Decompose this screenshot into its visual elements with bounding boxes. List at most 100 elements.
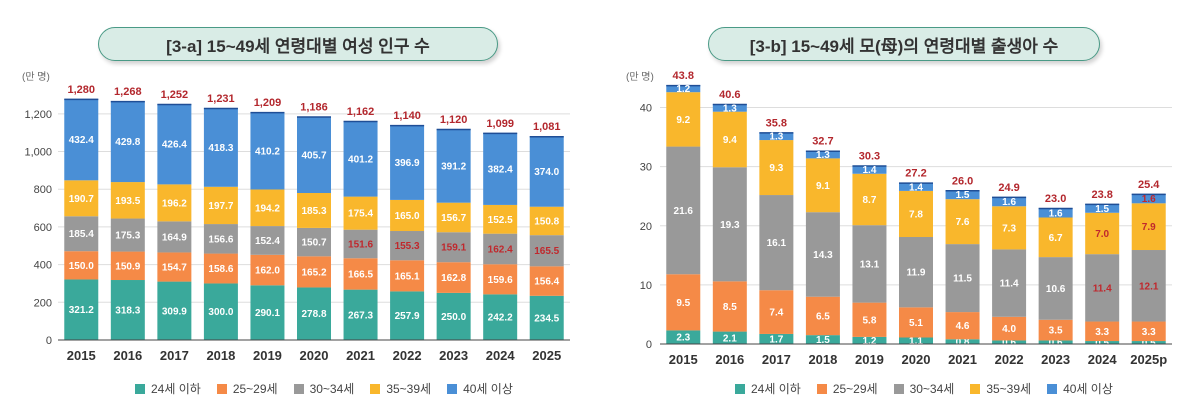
bar-segment [297, 116, 331, 193]
bar-segment [899, 190, 933, 238]
segment-value-label: 150.9 [115, 261, 140, 272]
bar-total-label: 26.0 [952, 175, 973, 187]
segment-value-label: 429.8 [115, 137, 140, 148]
bar-segment [666, 274, 701, 331]
segment-value-label: 11.4 [1000, 279, 1019, 290]
bar-segment [64, 279, 99, 340]
legend-item: 30~34세 [893, 380, 955, 397]
segment-value-label: 155.3 [395, 241, 420, 252]
bar-segment [1038, 257, 1073, 320]
bar-segment [759, 290, 794, 334]
bar-segment [203, 186, 238, 225]
bar-segment [992, 249, 1027, 317]
y-axis-unit: (만 명) [626, 71, 654, 83]
bar-total-label: 32.7 [812, 136, 833, 148]
bar-segment [759, 195, 794, 291]
chart-panel-b: [3-b] 15~49세 모(母)의 연령대별 출생아 수 0 10 20 30 40 (… [600, 0, 1200, 405]
segment-value-label: 16.1 [767, 238, 787, 249]
legend-label: 30~34세 [309, 382, 355, 396]
bar-segment [343, 258, 378, 290]
x-tick-label: 2022 [995, 352, 1024, 367]
bar-total-label: 40.6 [719, 89, 740, 101]
segment-value-label: 401.2 [348, 154, 373, 165]
segment-value-label: 374.0 [534, 167, 559, 178]
segment-value-label: 159.6 [488, 275, 513, 286]
legend-label: 35~39세 [386, 382, 432, 396]
bar-segment [712, 111, 747, 168]
segment-value-label: 9.2 [676, 115, 690, 126]
segment-value-label: 410.2 [255, 146, 280, 157]
bar-segment [297, 287, 331, 340]
segment-value-label: 151.6 [348, 239, 373, 250]
segment-value-label: 309.9 [162, 306, 187, 317]
segment-value-label: 165.0 [395, 211, 420, 222]
segment-value-label: 6.5 [816, 311, 830, 322]
legend-label: 30~34세 [909, 382, 955, 396]
segment-value-label: 162.0 [255, 266, 280, 277]
segment-value-label: 1.4 [863, 165, 877, 176]
segment-value-label: 9.5 [676, 298, 690, 309]
bar-segment [529, 295, 564, 340]
segment-value-label: 5.1 [909, 318, 923, 329]
bar-segment [157, 281, 192, 340]
x-tick-label: 2023 [1041, 352, 1070, 367]
segment-value-label: 1.2 [676, 84, 690, 95]
segment-value-label: 7.8 [909, 209, 923, 220]
segment-value-label: 152.4 [255, 236, 280, 247]
legend-item: 24세 이하 [135, 380, 201, 397]
segment-value-label: 158.6 [208, 264, 233, 275]
bar-segment [436, 232, 471, 263]
bar-total-label: 27.2 [905, 168, 926, 180]
segment-value-label: 19.3 [720, 220, 740, 231]
bar-total-label: 1,162 [347, 106, 375, 118]
legend-swatch [135, 383, 145, 394]
segment-value-label: 156.6 [208, 234, 233, 245]
bar-segment [992, 196, 1027, 207]
bar-segment [297, 227, 331, 257]
bar-segment [666, 330, 701, 344]
legend-swatch [370, 383, 381, 394]
bar-segment [1038, 319, 1073, 341]
x-tick-label: 2016 [113, 348, 142, 363]
bar-segment [899, 237, 933, 308]
segment-value-label: 0.8 [956, 337, 970, 348]
x-tick-label: 2019 [253, 348, 282, 363]
segment-value-label: 1.3 [769, 132, 783, 143]
bar-segment [1085, 203, 1120, 213]
bar-total-label: 23.0 [1045, 193, 1066, 205]
bar-total-label: 35.8 [766, 117, 787, 129]
segment-value-label: 432.4 [69, 135, 94, 146]
bar-segment [64, 216, 99, 252]
bar-segment [203, 224, 238, 254]
bar-segment [899, 337, 933, 344]
x-tick-label: 2024 [1088, 352, 1118, 367]
bar-segment [945, 312, 980, 340]
y-tick-label: 600 [34, 222, 52, 234]
x-tick-label: 2021 [346, 348, 375, 363]
bar-total-label: 1,099 [486, 118, 514, 130]
x-tick-label: 2025 [532, 348, 561, 363]
segment-value-label: 14.3 [813, 250, 833, 261]
segment-value-label: 396.9 [395, 158, 420, 169]
bar-segment [436, 128, 471, 203]
segment-value-label: 13.1 [860, 259, 880, 270]
bar-segment [343, 289, 378, 340]
legend-label: 24세 이하 [151, 382, 201, 396]
segment-value-label: 196.2 [162, 198, 187, 209]
segment-value-label: 5.8 [863, 315, 877, 326]
segment-value-label: 7.6 [956, 217, 970, 228]
bar-segment [852, 165, 887, 174]
segment-value-label: 4.6 [956, 321, 970, 332]
bar-segment [157, 184, 192, 222]
segment-value-label: 162.8 [441, 273, 466, 284]
legend-swatch [447, 383, 458, 394]
bar-segment [805, 158, 840, 213]
segment-value-label: 250.0 [441, 312, 466, 323]
bar-segment [483, 294, 518, 340]
segment-value-label: 11.4 [1093, 283, 1112, 294]
segment-value-label: 175.3 [115, 231, 140, 242]
bar-segment [899, 182, 933, 191]
bar-segment [666, 92, 701, 147]
bar-segment [1131, 250, 1166, 322]
bar-segment [390, 291, 425, 340]
